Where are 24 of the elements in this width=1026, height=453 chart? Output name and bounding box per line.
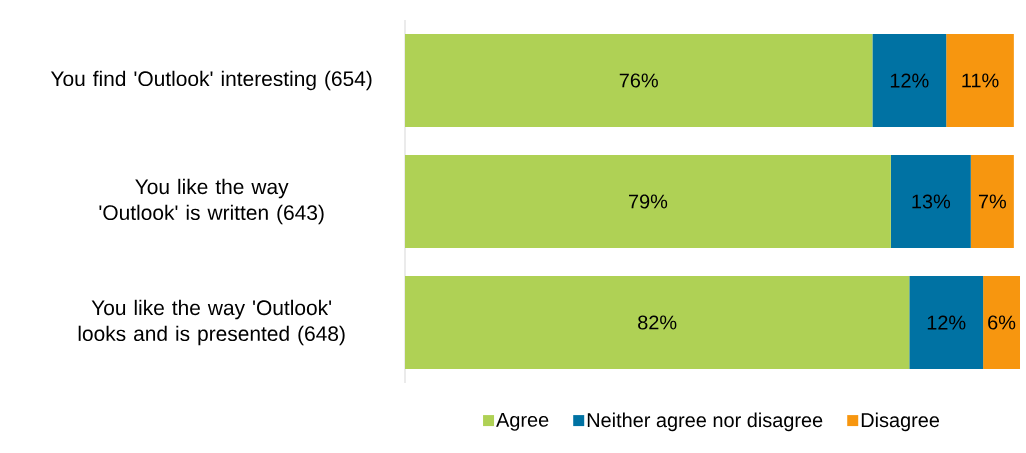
data-label: 76%: [619, 73, 658, 88]
bar: [890, 155, 971, 248]
bar: [405, 276, 910, 369]
y-tick-label: You find 'Outlook' interesting (654): [50, 70, 372, 91]
legend-label: Agree: [496, 412, 549, 431]
bar: [405, 155, 891, 248]
bar: [946, 34, 1014, 127]
data-label: 6%: [988, 315, 1016, 330]
legend-label: Neither agree nor disagree: [587, 412, 823, 432]
data-label: 13%: [912, 194, 951, 209]
y-tick-label: You like the way 'Outlook' is written (643): [99, 178, 324, 225]
data-label: 11%: [962, 73, 999, 88]
data-label: 79%: [629, 194, 668, 209]
y-tick-label: You like the way 'Outlook' looks and is presented (648): [78, 299, 345, 346]
bar: [983, 276, 1021, 369]
legend-label: Disagree: [861, 412, 940, 432]
bar: [909, 276, 984, 369]
bar: [405, 34, 873, 127]
bar: [872, 34, 947, 127]
data-label: 7%: [978, 194, 1007, 209]
bar: [970, 155, 1014, 248]
data-label: 12%: [927, 315, 966, 330]
data-label: 82%: [638, 315, 677, 330]
data-label: 12%: [890, 73, 929, 88]
